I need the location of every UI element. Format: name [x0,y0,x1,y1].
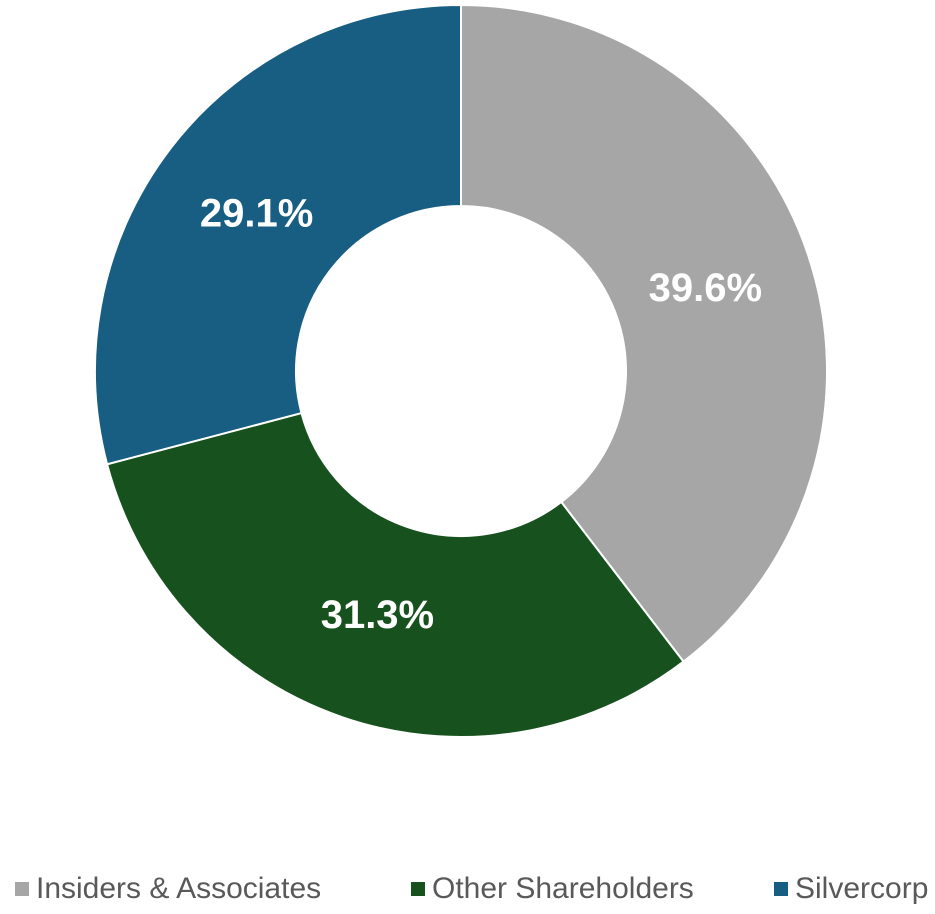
legend-label-silvercorp: Silvercorp [795,872,929,905]
legend: Insiders & Associates Other Shareholders… [0,872,935,912]
legend-swatch-other-shareholders [411,882,425,896]
donut-slice-other-shareholders [105,411,685,738]
data-label-other-shareholders: 31.3% [321,593,434,637]
legend-item-silvercorp: Silvercorp [774,872,928,906]
legend-label-insiders-associates: Insiders & Associates [36,872,322,905]
legend-item-insiders-associates: Insiders & Associates [15,872,321,906]
data-label-insiders-and-associates: 39.6% [649,266,762,310]
legend-item-other-shareholders: Other Shareholders [411,872,694,906]
legend-swatch-silvercorp [774,882,788,896]
donut-slice-insiders-and-associates [460,3,828,664]
legend-label-other-shareholders: Other Shareholders [432,872,694,905]
donut-slices [94,3,828,738]
legend-swatch-insiders-associates [15,882,29,896]
data-label-silvercorp: 29.1% [200,192,313,236]
donut-slice-silvercorp [94,3,462,466]
donut-data-labels: 39.6% 31.3% 29.1% [200,192,762,638]
